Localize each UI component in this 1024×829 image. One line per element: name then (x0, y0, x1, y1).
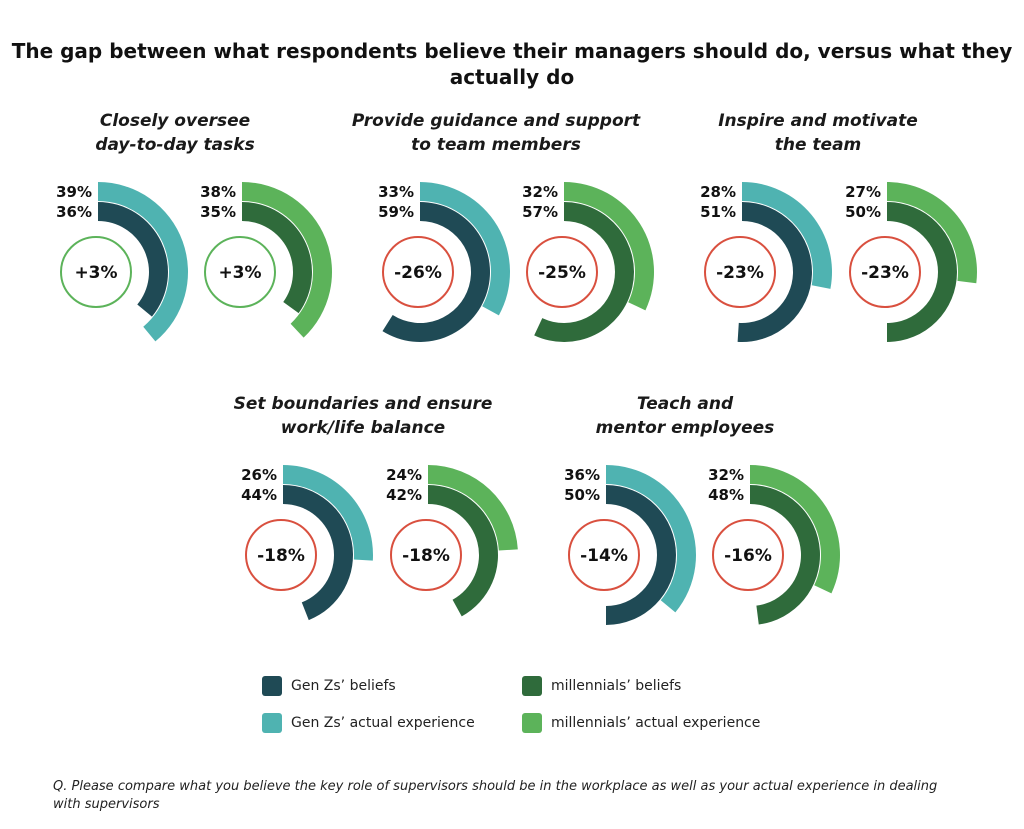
millennials-actual-arc (750, 465, 840, 594)
legend-item-genz-beliefs: Gen Zs’ beliefs (262, 676, 396, 696)
panel-title: Inspire and motivate the team (718, 111, 918, 155)
millennials-actual-arc (242, 182, 332, 338)
gap-label: -14% (580, 546, 628, 566)
legend-swatch (522, 676, 542, 696)
millennials-beliefs-label: 50% (845, 203, 881, 221)
millennials-beliefs-arc (428, 485, 498, 617)
legend-item-millennials-actual: millennials’ actual experience (522, 713, 760, 733)
gap-circle (60, 236, 132, 308)
gap-circle (568, 519, 640, 591)
gap-circle (712, 519, 784, 591)
gap-label: -26% (394, 263, 442, 283)
gen_z-actual-label: 28% (700, 183, 736, 201)
gen_z-actual-label: 26% (241, 466, 277, 484)
gap-circle (526, 236, 598, 308)
millennials-beliefs-arc (242, 202, 312, 314)
gen_z-actual-arc (420, 182, 510, 316)
gap-label: +3% (74, 263, 117, 283)
gap-circle (382, 236, 454, 308)
millennials-actual-label: 32% (708, 466, 744, 484)
gap-circle (704, 236, 776, 308)
legend-label: millennials’ actual experience (551, 715, 761, 731)
gap-label: -18% (257, 546, 305, 566)
gap-circle (245, 519, 317, 591)
gen_z-beliefs-arc (283, 485, 353, 621)
gen_z-beliefs-arc (606, 485, 676, 625)
millennials-beliefs-label: 57% (522, 203, 558, 221)
millennials-beliefs-arc (887, 202, 957, 342)
legend-label: Gen Zs’ beliefs (291, 678, 396, 694)
gap-label: +3% (218, 263, 261, 283)
gen_z-beliefs-arc (98, 202, 168, 317)
gen_z-actual-arc (98, 182, 188, 342)
footnote: Q. Please compare what you believe the k… (53, 779, 938, 812)
millennials-actual-label: 24% (386, 466, 422, 484)
gap-circle (849, 236, 921, 308)
gen_z-beliefs-label: 51% (700, 203, 736, 221)
millennials-beliefs-arc (750, 485, 821, 625)
gen_z-actual-label: 36% (564, 466, 600, 484)
gap-circle (390, 519, 462, 591)
millennials-actual-label: 32% (522, 183, 558, 201)
gen_z-actual-label: 33% (378, 183, 414, 201)
gen_z-actual-arc (606, 465, 696, 613)
gen_z-actual-label: 39% (56, 183, 92, 201)
legend-swatch (262, 713, 282, 733)
legend-item-millennials-beliefs: millennials’ beliefs (522, 676, 681, 696)
gen_z-actual-arc (283, 465, 373, 561)
millennials-actual-arc (887, 182, 978, 284)
gen_z-beliefs-arc (382, 202, 490, 342)
gap-label: -16% (724, 546, 772, 566)
panel-title: Teach and mentor employees (595, 394, 775, 438)
millennials-beliefs-arc (534, 202, 634, 342)
millennials-actual-arc (564, 182, 654, 311)
gen_z-beliefs-label: 50% (564, 486, 600, 504)
gap-label: -18% (402, 546, 450, 566)
millennials-actual-arc (428, 465, 518, 551)
gap-circle (204, 236, 276, 308)
panel-title: Closely oversee day-to-day tasks (95, 111, 255, 155)
gen_z-actual-arc (742, 182, 832, 289)
millennials-beliefs-label: 48% (708, 486, 744, 504)
gen_z-beliefs-arc (737, 202, 813, 343)
legend-item-genz-actual: Gen Zs’ actual experience (262, 713, 475, 733)
gap-label: -23% (716, 263, 764, 283)
gap-label: -25% (538, 263, 586, 283)
millennials-beliefs-label: 42% (386, 486, 422, 504)
chart-title: The gap between what respondents believe… (11, 39, 1013, 89)
panel-title: Provide guidance and support to team mem… (351, 111, 641, 155)
gap-label: -23% (861, 263, 909, 283)
gen_z-beliefs-label: 36% (56, 203, 92, 221)
legend: Gen Zs’ beliefs millennials’ beliefs Gen… (262, 676, 802, 736)
millennials-actual-label: 38% (200, 183, 236, 201)
panel-title: Set boundaries and ensure work/life bala… (233, 394, 493, 438)
millennials-actual-label: 27% (845, 183, 881, 201)
legend-swatch (522, 713, 542, 733)
millennials-beliefs-label: 35% (200, 203, 236, 221)
legend-label: Gen Zs’ actual experience (291, 715, 475, 731)
legend-swatch (262, 676, 282, 696)
gen_z-beliefs-label: 44% (241, 486, 277, 504)
legend-label: millennials’ beliefs (551, 678, 682, 694)
gen_z-beliefs-label: 59% (378, 203, 414, 221)
